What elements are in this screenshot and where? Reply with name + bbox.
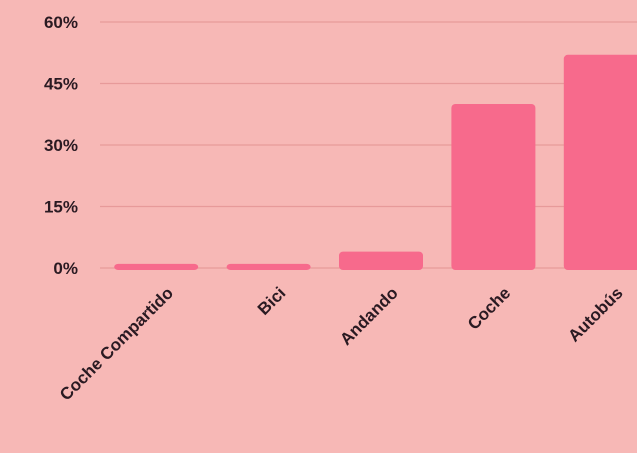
y-tick-label: 60% <box>44 13 78 32</box>
bar-andando <box>339 251 423 270</box>
y-tick-label: 45% <box>44 75 78 94</box>
bars <box>114 54 637 270</box>
x-category-label: Coche <box>464 283 514 333</box>
y-tick-label: 30% <box>44 136 78 155</box>
y-tick-label: 15% <box>44 198 78 217</box>
y-axis-tick-labels: 0% 15% 30% 45% 60% <box>44 13 78 278</box>
y-tick-label: 0% <box>53 259 78 278</box>
bar-coche-compartido <box>114 263 199 270</box>
bar-bici <box>226 263 311 270</box>
gridlines <box>100 21 637 269</box>
x-category-label: Autobús <box>564 283 626 345</box>
x-category-label: Andando <box>336 283 402 349</box>
bar-coche <box>451 104 536 270</box>
x-axis-category-labels: Coche Compartido Bici Andando Coche Autobús <box>56 283 627 404</box>
x-category-label: Coche Compartido <box>56 283 177 404</box>
bar-autobús <box>563 54 637 270</box>
x-category-label: Bici <box>254 283 289 318</box>
